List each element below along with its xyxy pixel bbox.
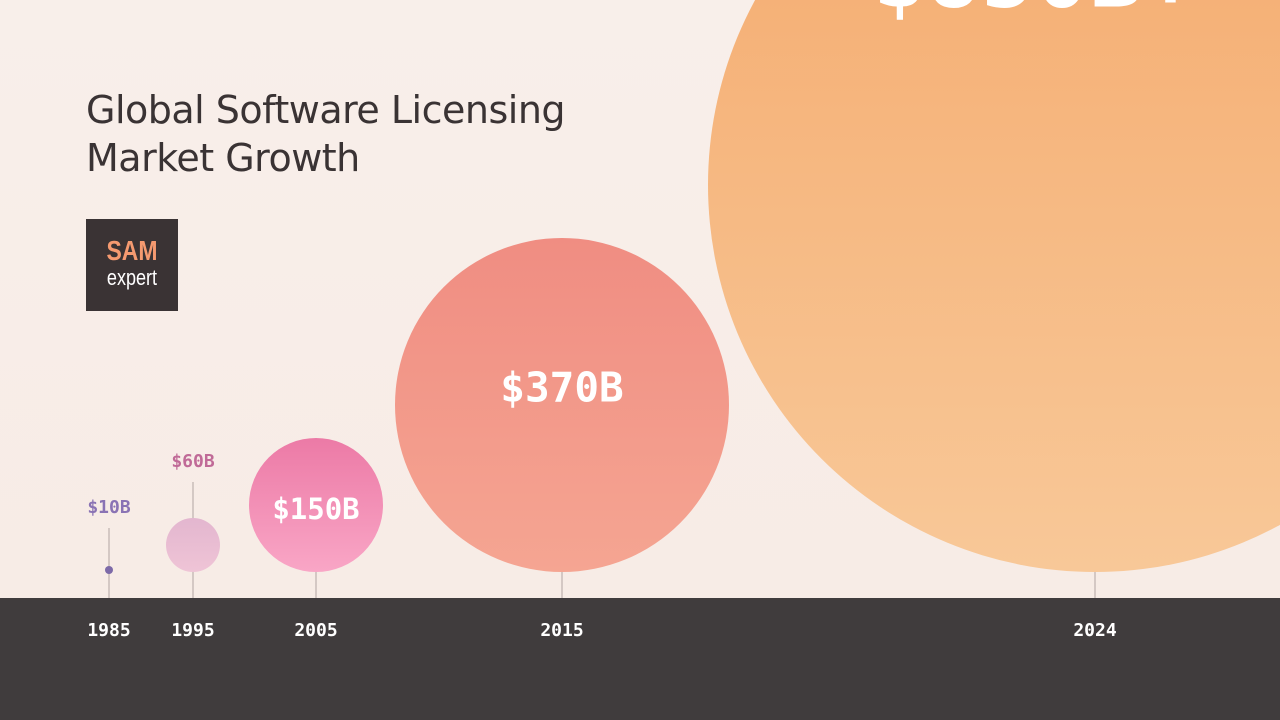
chart-title: Global Software Licensing Market Growth [86,88,566,180]
value-labels: $10B $60B $150B $370B $850B+ [87,0,1197,526]
bubble-2024 [708,0,1280,572]
logo-text-expert: expert [106,265,158,290]
value-label-1995: $60B [171,451,215,472]
year-label-1985: 1985 [87,620,130,641]
sam-expert-logo: SAM expert [86,219,178,311]
bubble-1995 [166,518,220,572]
bubble-1985 [105,566,113,574]
value-label-2024: $850B+ [872,0,1197,29]
logo-text-sam: SAM [106,235,158,266]
timeline-axis-band [0,598,1280,720]
value-label-2005: $150B [272,492,359,526]
bubble-2005 [249,438,383,572]
year-label-2015: 2015 [540,620,583,641]
year-label-2024: 2024 [1073,620,1117,641]
value-label-2015: $370B [500,363,623,411]
year-label-2005: 2005 [294,620,337,641]
bubbles [105,0,1280,574]
year-label-1995: 1995 [171,620,214,641]
bubble-2015 [395,238,729,572]
year-labels: 1985 1995 2005 2015 2024 [87,620,1117,641]
value-label-1985: $10B [87,497,131,518]
